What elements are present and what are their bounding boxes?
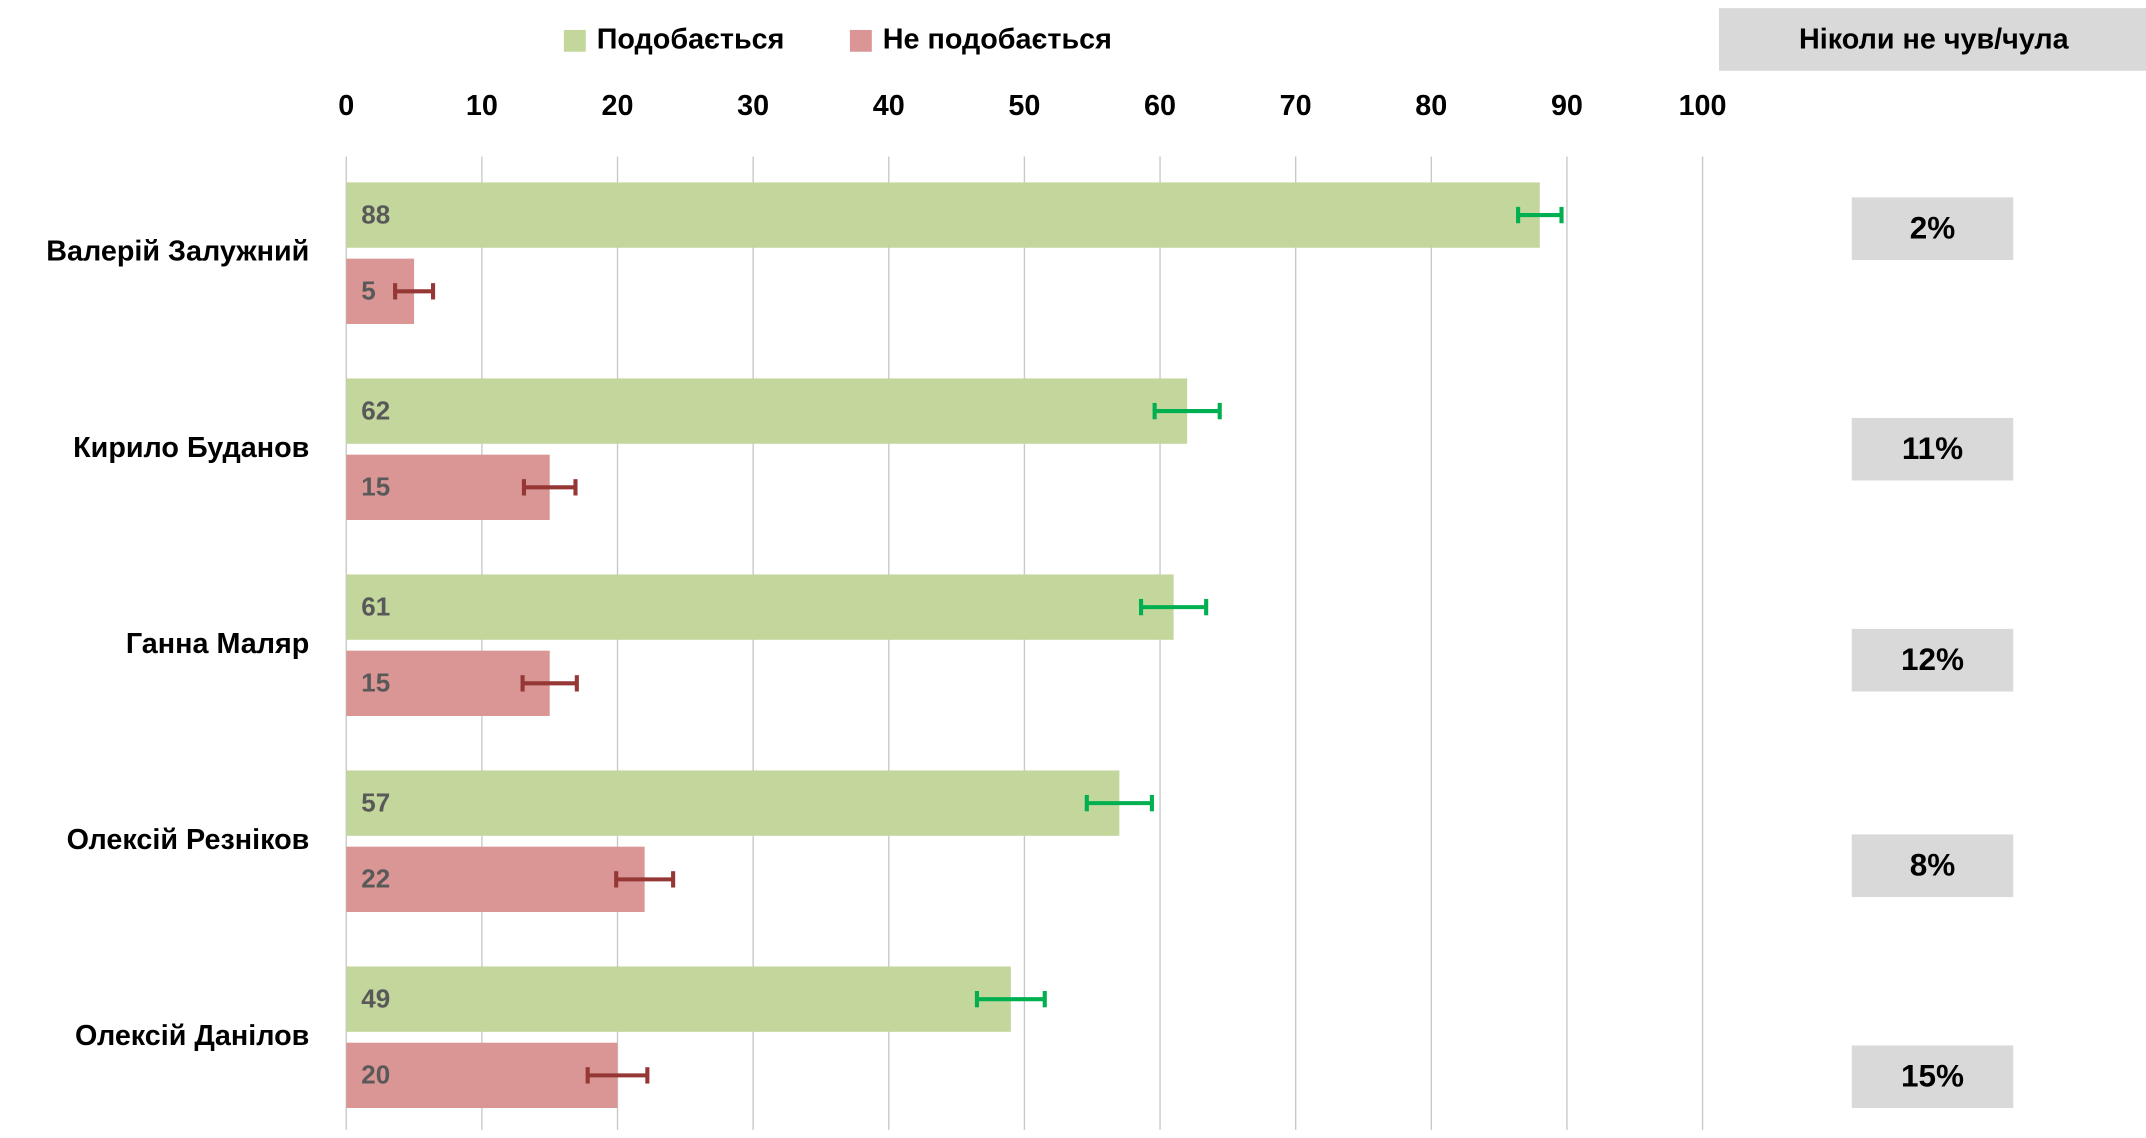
x-tick-label: 50: [1008, 90, 1040, 122]
legend-swatch: [849, 29, 872, 52]
data-label: 62: [361, 397, 390, 425]
data-label: 15: [361, 670, 390, 698]
bar: [346, 1042, 618, 1109]
data-label: 61: [361, 593, 390, 621]
never-heard-box: [1851, 628, 2014, 692]
x-tick-label: 60: [1144, 90, 1176, 122]
never-heard-label: 15%: [1901, 1058, 1964, 1093]
never-heard-title: Ніколи не чув/чула: [1799, 23, 2070, 55]
x-tick-label: 70: [1280, 90, 1312, 122]
bar: [346, 182, 1540, 248]
x-tick-label: 10: [466, 90, 498, 122]
category-label: Кирило Буданов: [73, 432, 309, 464]
x-tick-label: 90: [1551, 90, 1583, 122]
bar: [346, 650, 550, 717]
x-tick-label: 0: [338, 90, 354, 122]
never-heard-box: [1851, 834, 2014, 898]
data-label: 15: [361, 474, 390, 502]
never-heard-box: [1851, 417, 2014, 481]
bar: [346, 846, 645, 913]
never-heard-label: 8%: [1910, 847, 1956, 882]
never-heard-box: [1851, 1045, 2014, 1109]
x-tick-label: 40: [873, 90, 905, 122]
bar: [346, 966, 1011, 1032]
data-label: 49: [361, 985, 390, 1013]
bar: [346, 574, 1174, 640]
x-tick-label: 30: [737, 90, 769, 122]
legend-label: Не подобається: [883, 23, 1112, 55]
x-tick-label: 80: [1415, 90, 1447, 122]
legend-label: Подобається: [597, 23, 785, 55]
category-label: Олексій Данілов: [75, 1020, 309, 1052]
category-label: Валерій Залужний: [46, 236, 309, 268]
category-label: Ганна Маляр: [126, 628, 309, 660]
bar: [346, 454, 550, 520]
never-heard-label: 2%: [1910, 210, 1956, 245]
data-label: 57: [361, 789, 390, 817]
data-label: 22: [361, 866, 390, 894]
x-tick-label: 20: [602, 90, 634, 122]
bar: [346, 770, 1120, 836]
never-heard-box: [1851, 197, 2014, 260]
data-label: 5: [361, 278, 375, 306]
bar: [346, 378, 1188, 444]
never-heard-header-box: [1718, 8, 2146, 71]
never-heard-label: 12%: [1901, 642, 1964, 677]
never-heard-label: 11%: [1902, 431, 1963, 466]
data-label: 88: [361, 201, 390, 229]
category-label: Олексій Резніков: [67, 824, 310, 856]
legend-swatch: [563, 29, 586, 52]
x-tick-label: 100: [1679, 90, 1727, 122]
data-label: 20: [361, 1062, 390, 1090]
